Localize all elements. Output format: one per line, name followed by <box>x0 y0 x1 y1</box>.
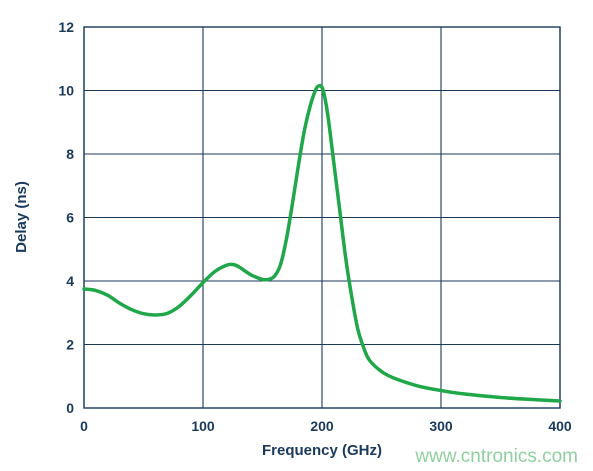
plot-frame <box>83 26 561 409</box>
y-tick-label: 10 <box>58 83 74 99</box>
y-axis-ticks: 0 2 4 6 8 10 12 <box>58 19 74 416</box>
x-tick-label: 400 <box>548 418 572 434</box>
y-tick-label: 4 <box>66 273 74 289</box>
y-tick-label: 12 <box>58 19 74 35</box>
x-tick-label: 300 <box>429 418 453 434</box>
y-tick-label: 2 <box>66 337 74 353</box>
x-tick-label: 0 <box>80 418 88 434</box>
x-tick-label: 200 <box>310 418 334 434</box>
x-axis-ticks: 0 100 200 300 400 <box>80 418 572 434</box>
y-tick-label: 8 <box>66 146 74 162</box>
grid <box>83 26 561 409</box>
x-tick-label: 100 <box>191 418 215 434</box>
y-tick-label: 6 <box>66 210 74 226</box>
x-axis-title: Frequency (GHz) <box>262 442 382 459</box>
y-tick-label: 0 <box>66 400 74 416</box>
y-axis-title: Delay (ns) <box>13 181 30 253</box>
series-line-delay <box>82 83 562 403</box>
watermark-text: www.cntronics.com <box>414 446 578 467</box>
